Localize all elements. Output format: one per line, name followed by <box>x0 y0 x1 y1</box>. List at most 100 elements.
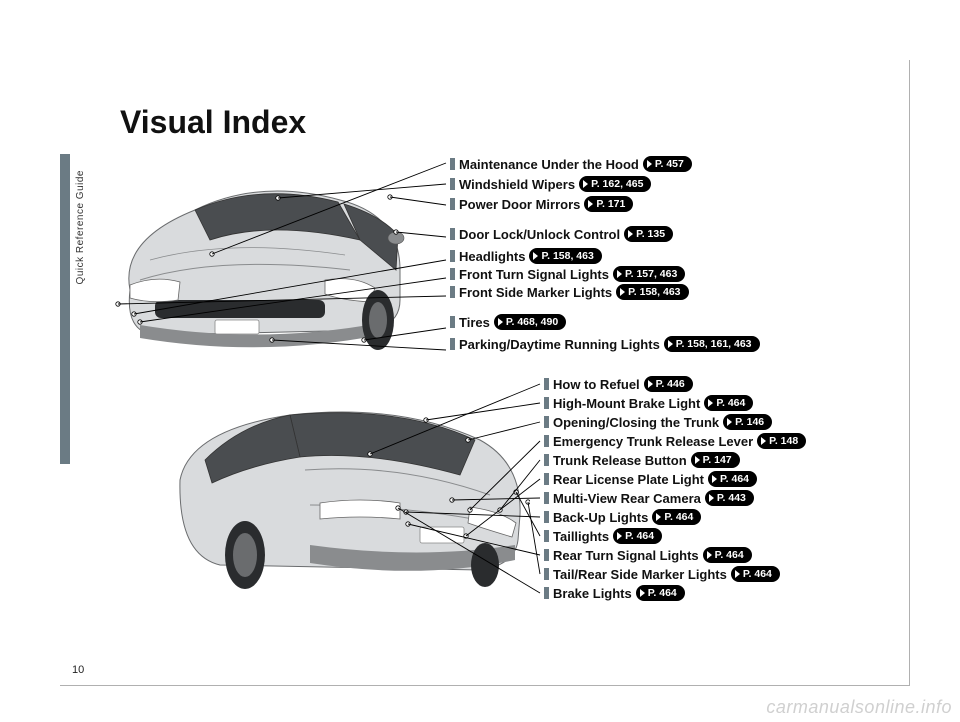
watermark: carmanualsonline.info <box>766 697 952 718</box>
arrow-icon <box>533 252 538 260</box>
bullet-icon <box>450 286 455 298</box>
page-ref-pill[interactable]: P. 446 <box>644 376 693 392</box>
callout-label: Headlights <box>459 249 525 264</box>
bullet-icon <box>450 228 455 240</box>
page-ref-pill[interactable]: P. 464 <box>636 585 685 601</box>
page-ref-text: P. 443 <box>717 491 746 505</box>
page-ref-text: P. 158, 161, 463 <box>676 337 752 351</box>
bullet-icon <box>450 198 455 210</box>
callout-label: Front Side Marker Lights <box>459 285 612 300</box>
page-ref-pill[interactable]: P. 464 <box>613 528 662 544</box>
callout-label: How to Refuel <box>553 377 640 392</box>
arrow-icon <box>656 513 661 521</box>
car-front-illustration <box>100 160 420 370</box>
callout-label: Multi-View Rear Camera <box>553 491 701 506</box>
side-section-label: Quick Reference Guide <box>75 170 86 284</box>
bullet-icon <box>544 492 549 504</box>
arrow-icon <box>588 200 593 208</box>
page-number: 10 <box>72 664 84 676</box>
callout-row: Power Door MirrorsP. 171 <box>450 196 760 212</box>
callout-label: Windshield Wipers <box>459 177 575 192</box>
bullet-icon <box>450 158 455 170</box>
bullet-icon <box>544 397 549 409</box>
page-ref-pill[interactable]: P. 158, 463 <box>529 248 601 264</box>
callout-row: Headlights P. 158, 463 <box>450 248 760 264</box>
callout-row: Brake LightsP. 464 <box>544 585 806 601</box>
page-title: Visual Index <box>120 104 306 141</box>
bullet-icon <box>544 435 549 447</box>
page-ref-text: P. 446 <box>656 377 685 391</box>
arrow-icon <box>707 551 712 559</box>
page-ref-text: P. 457 <box>655 157 684 171</box>
page-ref-text: P. 468, 490 <box>506 315 558 329</box>
page-ref-text: P. 464 <box>716 396 745 410</box>
page-ref-pill[interactable]: P. 464 <box>704 395 753 411</box>
callout-label: Back-Up Lights <box>553 510 648 525</box>
page-ref-pill[interactable]: P. 464 <box>731 566 780 582</box>
page-ref-pill[interactable]: P. 464 <box>703 547 752 563</box>
page-ref-text: P. 464 <box>743 567 772 581</box>
page-ref-pill[interactable]: P. 135 <box>624 226 673 242</box>
page-ref-text: P. 135 <box>636 227 665 241</box>
bullet-icon <box>544 530 549 542</box>
arrow-icon <box>727 418 732 426</box>
callout-row: Trunk Release Button P. 147 <box>544 452 806 468</box>
page-ref-text: P. 464 <box>720 472 749 486</box>
page-ref-text: P. 464 <box>715 548 744 562</box>
arrow-icon <box>712 475 717 483</box>
page-ref-pill[interactable]: P. 158, 463 <box>616 284 688 300</box>
page-ref-text: P. 147 <box>703 453 732 467</box>
callout-row: High-Mount Brake LightP. 464 <box>544 395 806 411</box>
page-ref-pill[interactable]: P. 464 <box>652 509 701 525</box>
arrow-icon <box>761 437 766 445</box>
page-ref-pill[interactable]: P. 158, 161, 463 <box>664 336 760 352</box>
callout-row: Tail/Rear Side Marker LightsP. 464 <box>544 566 806 582</box>
bullet-icon <box>544 587 549 599</box>
callout-label: Tires <box>459 315 490 330</box>
page-ref-pill[interactable]: P. 171 <box>584 196 633 212</box>
callout-row: Maintenance Under the Hood P. 457 <box>450 156 760 172</box>
page-ref-text: P. 464 <box>648 586 677 600</box>
bullet-icon <box>544 568 549 580</box>
page-ref-pill[interactable]: P. 457 <box>643 156 692 172</box>
arrow-icon <box>648 380 653 388</box>
bullet-icon <box>450 338 455 350</box>
callout-row: Rear License Plate Light P. 464 <box>544 471 806 487</box>
arrow-icon <box>647 160 652 168</box>
callout-row: Parking/Daytime Running LightsP. 158, 16… <box>450 336 760 352</box>
callout-label: Emergency Trunk Release Lever <box>553 434 753 449</box>
bullet-icon <box>450 316 455 328</box>
callout-row: Front Side Marker Lights P. 158, 463 <box>450 284 760 300</box>
page-ref-pill[interactable]: P. 443 <box>705 490 754 506</box>
spacer <box>450 212 760 226</box>
callout-label: Taillights <box>553 529 609 544</box>
page-ref-pill[interactable]: P. 146 <box>723 414 772 430</box>
callout-row: Back-Up Lights P. 464 <box>544 509 806 525</box>
callout-row: Multi-View Rear Camera P. 443 <box>544 490 806 506</box>
page-ref-pill[interactable]: P. 157, 463 <box>613 266 685 282</box>
callout-label: Opening/Closing the Trunk <box>553 415 719 430</box>
bullet-icon <box>544 549 549 561</box>
callout-label: Maintenance Under the Hood <box>459 157 639 172</box>
page-ref-pill[interactable]: P. 162, 465 <box>579 176 651 192</box>
page-ref-text: P. 162, 465 <box>591 177 643 191</box>
page-ref-text: P. 148 <box>769 434 798 448</box>
page-ref-pill[interactable]: P. 464 <box>708 471 757 487</box>
page-ref-text: P. 146 <box>735 415 764 429</box>
bullet-icon <box>450 250 455 262</box>
callout-label: Trunk Release Button <box>553 453 687 468</box>
bullet-icon <box>544 416 549 428</box>
arrow-icon <box>617 532 622 540</box>
callout-row: Door Lock/Unlock ControlP. 135 <box>450 226 760 242</box>
callout-label: Front Turn Signal Lights <box>459 267 609 282</box>
arrow-icon <box>668 340 673 348</box>
callout-label: Rear License Plate Light <box>553 472 704 487</box>
arrow-icon <box>735 570 740 578</box>
page-ref-pill[interactable]: P. 468, 490 <box>494 314 566 330</box>
page-ref-text: P. 171 <box>596 197 625 211</box>
callout-row: Tires P. 468, 490 <box>450 314 760 330</box>
arrow-icon <box>695 456 700 464</box>
page-ref-pill[interactable]: P. 148 <box>757 433 806 449</box>
page-ref-pill[interactable]: P. 147 <box>691 452 740 468</box>
page-ref-text: P. 157, 463 <box>625 267 677 281</box>
